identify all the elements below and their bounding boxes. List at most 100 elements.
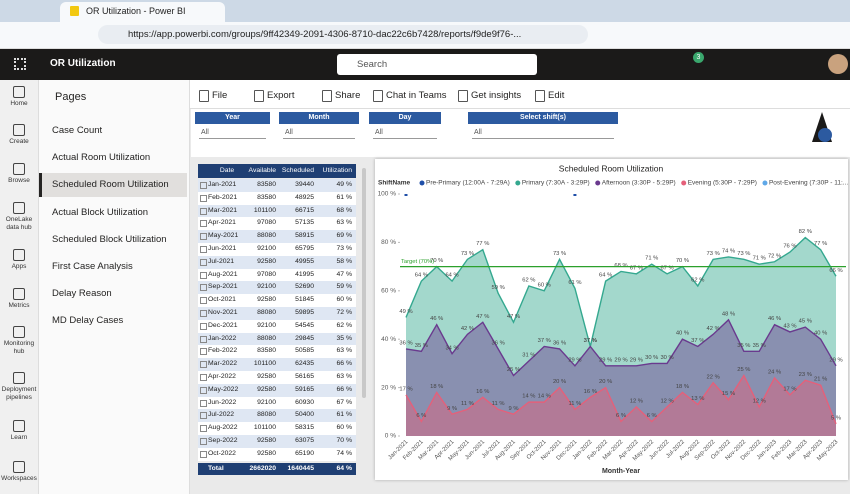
data-label: 64 % [415, 273, 428, 279]
avatar[interactable] [828, 54, 848, 74]
expand-icon[interactable] [200, 412, 207, 420]
column-header[interactable]: Scheduled [281, 167, 314, 174]
table-cell: Oct-2021 [208, 296, 236, 304]
data-label: 17 % [399, 386, 412, 392]
expand-icon[interactable] [200, 233, 207, 241]
nav-label[interactable]: Apps [11, 263, 27, 270]
nav-label[interactable]: Learn [10, 434, 28, 441]
scrollbar[interactable] [362, 168, 366, 398]
address-bar[interactable] [98, 25, 588, 44]
expand-icon[interactable] [200, 438, 207, 445]
expand-icon[interactable] [200, 182, 207, 189]
nav-label[interactable]: OneLake data hub [5, 216, 33, 231]
nav-icon[interactable] [13, 326, 25, 338]
nav-icon[interactable] [13, 163, 25, 175]
table-row: Jan-2021 83580 39440 49 % [198, 179, 356, 192]
app-name[interactable]: OR Utilization [50, 58, 116, 69]
data-label: 73 % [707, 251, 720, 257]
table-row: May-2022 92580 59165 66 % [198, 383, 356, 397]
tab-icon [70, 6, 79, 16]
nav-icon[interactable] [13, 249, 25, 261]
table-cell: Aug-2022 [208, 424, 238, 432]
table-cell: 58915 [295, 232, 314, 240]
nav-label[interactable]: Deployment pipelines [1, 386, 37, 401]
expand-icon[interactable] [200, 425, 207, 433]
toolbar-button[interactable]: Edit [548, 90, 565, 101]
page-tab[interactable]: Actual Block Utilization [52, 206, 149, 218]
page-tab[interactable]: Scheduled Room Utilization [39, 173, 187, 198]
nav-label[interactable]: Browse [8, 177, 30, 184]
table-row: Sep-2022 92580 63075 70 % [198, 435, 356, 448]
page-tab[interactable]: MD Delay Cases [52, 315, 124, 327]
page-tab[interactable]: First Case Analysis [52, 261, 133, 272]
table-row: Aug-2022 101100 58315 60 % [198, 422, 356, 435]
table-cell: 59 % [336, 283, 353, 291]
expand-icon[interactable] [200, 194, 207, 202]
column-header[interactable]: Utilization [322, 167, 352, 174]
expand-icon[interactable] [200, 348, 207, 356]
page-tab[interactable]: Case Count [52, 125, 103, 136]
browser-tab[interactable] [60, 2, 225, 22]
expand-icon[interactable] [200, 361, 207, 369]
app-launcher[interactable] [14, 58, 26, 70]
nav-label[interactable]: Workspaces [1, 475, 37, 482]
expand-icon[interactable] [200, 207, 207, 215]
nav-label[interactable]: Monitoring hub [3, 340, 35, 355]
nav-label[interactable]: Create [9, 138, 29, 145]
expand-icon[interactable] [200, 386, 207, 394]
page-tab[interactable]: Delay Reason [52, 288, 112, 300]
data-label: 71 % [753, 256, 766, 262]
nav-icon[interactable] [13, 372, 25, 384]
column-header[interactable]: Available [248, 167, 276, 174]
table-cell: 62 % [336, 321, 353, 329]
data-label: 45 % [799, 319, 812, 325]
nav-icon[interactable] [13, 124, 25, 136]
toolbar-button[interactable]: Get insights [471, 90, 522, 101]
filter-value[interactable]: All [472, 127, 614, 139]
toolbar-button[interactable]: Export [267, 90, 295, 101]
expand-icon[interactable] [200, 246, 207, 253]
expand-icon[interactable] [200, 322, 207, 330]
expand-icon[interactable] [200, 310, 207, 317]
nav-icon[interactable] [13, 202, 25, 214]
data-label: 6 % [416, 413, 426, 419]
filter-value[interactable]: All [373, 127, 437, 139]
expand-icon[interactable] [200, 335, 207, 343]
toolbar-button[interactable]: Chat in Teams [386, 90, 447, 101]
table-row: Jan-2022 88080 29845 35 % [198, 332, 356, 346]
notification-badge[interactable]: 3 [693, 52, 704, 63]
page-tab[interactable]: Actual Room Utilization [52, 152, 151, 164]
nav-icon[interactable] [13, 461, 25, 473]
table-cell: 49955 [295, 257, 314, 265]
nav-icon[interactable] [13, 86, 25, 98]
table-cell: 58 % [336, 257, 353, 265]
table-cell: 61 % [336, 193, 353, 201]
expand-icon[interactable] [200, 258, 207, 266]
search-box[interactable] [337, 54, 537, 75]
filter-value[interactable]: All [199, 127, 266, 139]
expand-icon[interactable] [200, 220, 207, 228]
table-cell: 97080 [257, 219, 276, 227]
page-tab[interactable]: Scheduled Block Utilization [52, 233, 167, 245]
expand-icon[interactable] [200, 297, 207, 305]
data-label: 34 % [445, 345, 458, 351]
toolbar-button[interactable]: Share [335, 90, 361, 101]
table-cell: 92580 [257, 373, 276, 380]
expand-icon[interactable] [200, 271, 207, 279]
expand-icon[interactable] [200, 284, 207, 292]
toolbar-icon [458, 90, 468, 102]
table-cell: Mar-2021 [208, 206, 238, 214]
nav-label[interactable]: Home [10, 100, 28, 107]
column-header[interactable]: Date [219, 167, 235, 174]
filter-value[interactable]: All [283, 127, 355, 139]
expand-icon[interactable] [200, 374, 207, 381]
series-line [405, 374, 837, 425]
data-label: 15 % [722, 391, 735, 397]
data-label: 49 % [399, 309, 412, 315]
expand-icon[interactable] [200, 450, 207, 458]
toolbar-button[interactable]: File [212, 90, 228, 101]
nav-icon[interactable] [13, 420, 25, 432]
nav-label[interactable]: Metrics [8, 302, 30, 309]
nav-icon[interactable] [13, 288, 25, 300]
expand-icon[interactable] [200, 399, 207, 407]
